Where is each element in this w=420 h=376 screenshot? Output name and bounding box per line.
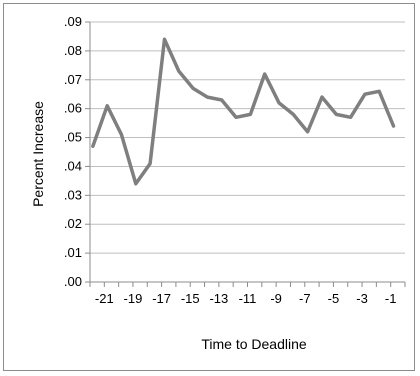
y-tick-label: .09 bbox=[64, 14, 82, 29]
axes bbox=[85, 21, 406, 287]
y-tick-label: .03 bbox=[64, 187, 82, 202]
series-line bbox=[91, 37, 396, 186]
x-tick-label: -5 bbox=[328, 291, 340, 306]
x-tick-label: -11 bbox=[239, 291, 257, 306]
x-tick-label: -1 bbox=[385, 291, 397, 306]
x-axis-title: Time to Deadline bbox=[201, 336, 307, 352]
y-tick-labels: .00 .01 .02 .03 .04 .05 .06 .07 .08 .09 bbox=[64, 14, 82, 289]
x-tick-label: -21 bbox=[95, 291, 114, 306]
y-axis-title: Percent Increase bbox=[30, 101, 46, 207]
y-tick-label: .08 bbox=[64, 43, 82, 58]
x-tick-label: -9 bbox=[270, 291, 282, 306]
x-tick-label: -15 bbox=[181, 291, 200, 306]
x-tick-label: -19 bbox=[124, 291, 143, 306]
gridlines bbox=[90, 21, 405, 254]
chart-frame bbox=[3, 3, 415, 371]
x-tick-label: -13 bbox=[209, 291, 228, 306]
y-tick-label: .04 bbox=[64, 158, 82, 173]
x-tick-labels: -21 -19 -17 -15 -13 -11 -9 -7 -5 -3 -1 bbox=[95, 291, 397, 306]
x-tick-label: -17 bbox=[152, 291, 171, 306]
y-tick-label: .07 bbox=[64, 72, 82, 87]
x-tick-label: -7 bbox=[299, 291, 311, 306]
series-group bbox=[91, 37, 396, 186]
y-tick-label: .05 bbox=[64, 130, 82, 145]
y-tick-label: .01 bbox=[64, 245, 82, 260]
y-tick-label: .00 bbox=[64, 274, 82, 289]
y-tick-label: .06 bbox=[64, 101, 82, 116]
x-tick-label: -3 bbox=[356, 291, 368, 306]
y-tick-label: .02 bbox=[64, 216, 82, 231]
